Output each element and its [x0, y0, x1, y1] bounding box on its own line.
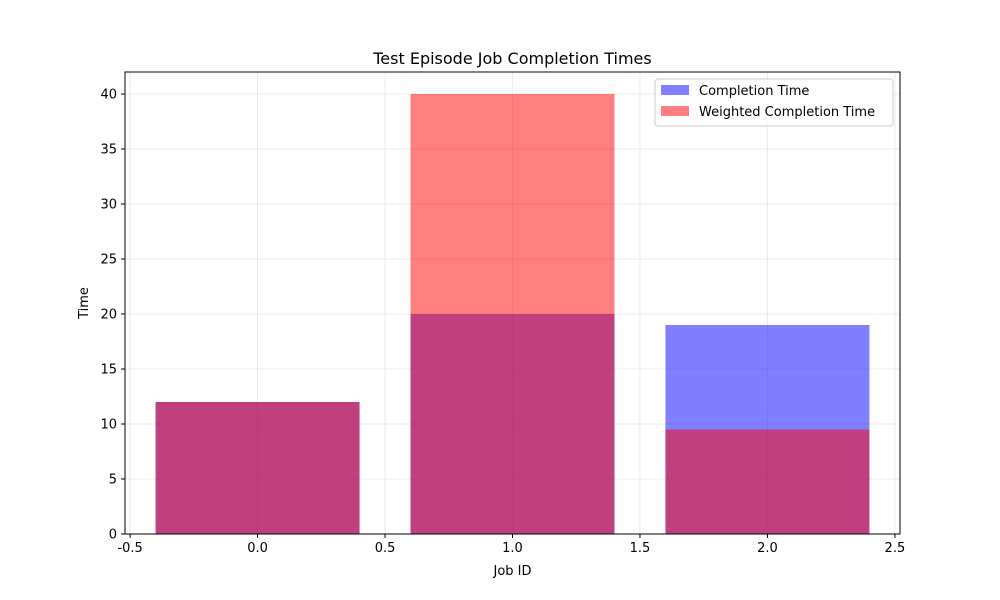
bar-weighted-completion-time-1 — [410, 94, 615, 534]
y-axis-title: Time — [77, 287, 92, 320]
y-tick-label: 25 — [100, 253, 117, 268]
y-tick-label: 0 — [109, 528, 117, 543]
bars — [155, 94, 870, 534]
y-tick-label: 20 — [100, 308, 117, 323]
axis-ticks: -0.5 0.0 0.5 1.0 1.5 2.0 2.5 0 5 10 15 20 25 30 35 40 — [100, 88, 905, 557]
chart-title: Test Episode Job Completion Times — [372, 49, 651, 68]
y-tick-label: 5 — [109, 473, 117, 488]
x-tick-label: 2.5 — [885, 541, 906, 556]
y-tick-label: 40 — [100, 88, 117, 103]
x-tick-label: 1.0 — [502, 541, 523, 556]
legend-swatch-weighted-completion-time — [661, 106, 689, 116]
x-axis-title: Job ID — [492, 564, 531, 579]
x-tick-label: 0.5 — [375, 541, 396, 556]
legend-label-weighted-completion-time: Weighted Completion Time — [699, 105, 875, 120]
x-tick-label: 0.0 — [247, 541, 268, 556]
legend-label-completion-time: Completion Time — [699, 84, 809, 99]
legend-box — [654, 78, 894, 127]
x-tick-label: 1.5 — [630, 541, 651, 556]
x-tick-label: -0.5 — [117, 541, 142, 556]
x-tick-label: 2.0 — [757, 541, 778, 556]
legend-swatch-completion-time — [661, 85, 689, 95]
bar-weighted-completion-time-0 — [155, 402, 360, 534]
legend: Completion Time Weighted Completion Time — [654, 78, 894, 127]
y-tick-label: 10 — [100, 418, 117, 433]
bar-weighted-completion-time-2 — [665, 429, 870, 534]
y-tick-label: 30 — [100, 198, 117, 213]
y-tick-label: 15 — [100, 363, 117, 378]
y-tick-label: 35 — [100, 143, 117, 158]
